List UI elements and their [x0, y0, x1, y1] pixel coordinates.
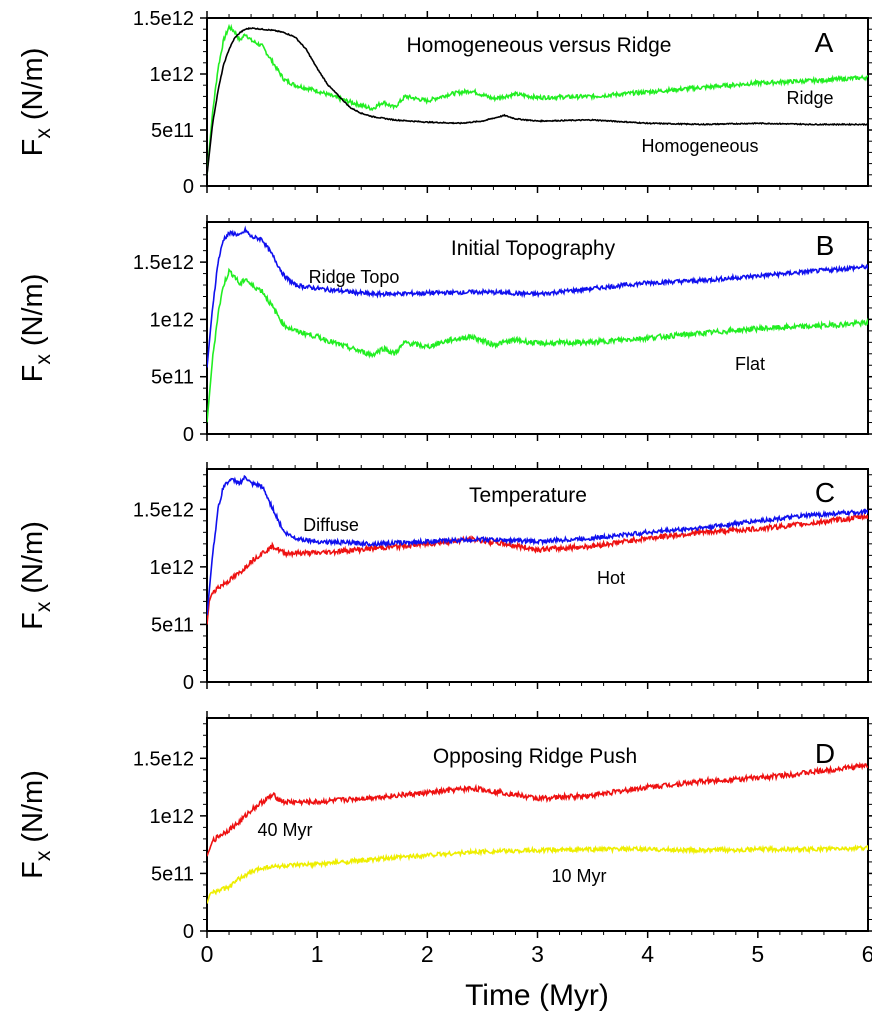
series-label: Flat [735, 354, 765, 374]
panel-d: 0 5e11 1e12 1.5e12 0 1 2 3 4 5 6 Fx (N/m) Opposing R… [17, 711, 872, 967]
series-line-ridge [207, 23, 868, 175]
y-axis-label-sub: x [32, 354, 55, 365]
x-tick-label: 4 [641, 941, 654, 967]
series-label: Hot [597, 568, 625, 588]
series-line-flat [207, 267, 868, 423]
y-tick-label: 1.5e12 [133, 499, 194, 521]
panel-letter: C [815, 477, 835, 508]
series-line-homogeneous [207, 26, 868, 175]
y-tick-label: 5e11 [151, 367, 194, 389]
y-axis-label: Fx (N/m) [17, 521, 55, 630]
series-label: Ridge [786, 88, 833, 108]
y-axis-label-main: F [17, 139, 49, 157]
y-tick-label: 1e12 [150, 309, 195, 331]
panel-a: 0 5e11 1e12 1.5e12 Fx (N/m) Homogeneous versu… [17, 8, 872, 198]
y-axis-label-main: F [17, 612, 49, 630]
y-tick-label: 0 [183, 176, 194, 198]
panel-title: Homogeneous versus Ridge [407, 34, 672, 57]
y-tick-label: 1.5e12 [133, 252, 194, 274]
y-axis-label-units: (N/m) [17, 48, 49, 129]
x-tick-label: 3 [531, 941, 544, 967]
series-label: 10 Myr [551, 866, 606, 886]
panel-c: 0 5e11 1e12 1.5e12 Fx (N/m) Temperature C Diffu… [17, 462, 872, 694]
panel-letter: D [815, 738, 835, 769]
y-axis-label: Fx (N/m) [17, 48, 55, 157]
series-line-hot [207, 512, 868, 625]
x-tick-label: 0 [201, 941, 214, 967]
y-axis-label-main: F [17, 365, 49, 383]
y-axis-label-units: (N/m) [17, 521, 49, 602]
y-axis-label: Fx (N/m) [17, 770, 55, 879]
y-axis-label: Fx (N/m) [17, 274, 55, 383]
y-tick-label: 5e11 [151, 863, 194, 885]
y-tick-label: 1e12 [150, 64, 195, 86]
panel-title: Temperature [469, 484, 587, 507]
y-axis-label-sub: x [32, 128, 55, 139]
x-tick-label: 2 [421, 941, 434, 967]
y-tick-label: 0 [183, 424, 194, 446]
series-label: Ridge Topo [309, 267, 400, 287]
series-line-ridge-topo [207, 225, 868, 368]
series-line-40-myr [207, 761, 868, 857]
y-tick-label: 5e11 [151, 614, 194, 636]
x-axis-label: Time (Myr) [465, 979, 609, 1012]
y-tick-label: 1e12 [150, 806, 195, 828]
panel-letter: B [816, 230, 835, 261]
x-tick-label: 5 [751, 941, 764, 967]
y-tick-label: 1e12 [150, 557, 195, 579]
series-label: 40 Myr [257, 820, 312, 840]
x-tick-label: 6 [862, 941, 872, 967]
x-tick-label: 1 [311, 941, 324, 967]
panel-b: 0 5e11 1e12 1.5e12 Fx (N/m) Initial Topograph… [17, 215, 872, 446]
series-label: Diffuse [303, 515, 359, 535]
y-tick-label: 0 [183, 672, 194, 694]
y-axis-label-units: (N/m) [17, 770, 49, 851]
series-line-diffuse [207, 474, 868, 616]
y-tick-label: 5e11 [151, 120, 194, 142]
y-axis-label-sub: x [32, 850, 55, 861]
y-axis-label-sub: x [32, 601, 55, 612]
y-axis-label-main: F [17, 861, 49, 879]
y-tick-label: 0 [183, 921, 194, 943]
panel-title: Opposing Ridge Push [433, 745, 637, 768]
panel-title: Initial Topography [451, 237, 616, 260]
y-axis-label-units: (N/m) [17, 274, 49, 355]
series-line-10-myr [207, 844, 868, 904]
panel-letter: A [815, 27, 834, 58]
y-tick-label: 1.5e12 [133, 8, 194, 30]
series-label: Homogeneous [641, 136, 758, 156]
y-tick-label: 1.5e12 [133, 748, 194, 770]
